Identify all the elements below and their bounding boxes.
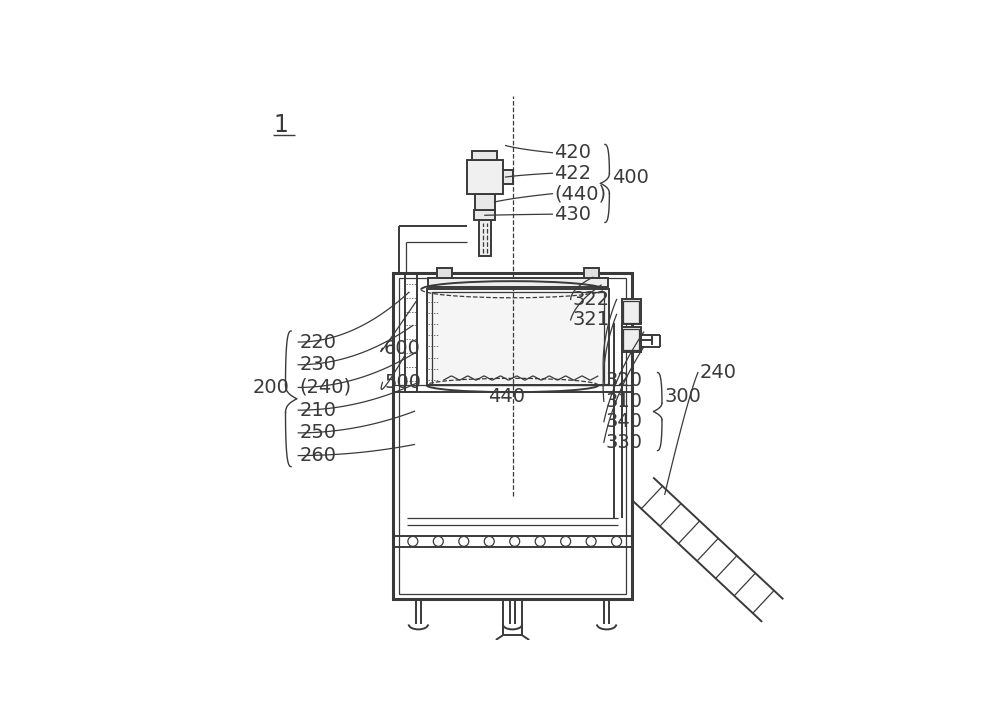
Text: 400: 400 bbox=[612, 168, 649, 187]
Text: (440): (440) bbox=[554, 184, 606, 203]
Text: 260: 260 bbox=[299, 446, 336, 465]
Text: 320: 320 bbox=[606, 371, 643, 390]
Text: 500: 500 bbox=[384, 373, 421, 392]
Text: 330: 330 bbox=[606, 433, 643, 452]
Bar bbox=[623, 329, 639, 350]
Text: 200: 200 bbox=[252, 378, 289, 397]
Bar bbox=[472, 150, 497, 160]
Text: 250: 250 bbox=[299, 423, 336, 442]
Text: 240: 240 bbox=[700, 363, 737, 382]
Text: 430: 430 bbox=[554, 205, 591, 224]
Bar bbox=[584, 268, 599, 278]
Text: 210: 210 bbox=[299, 400, 336, 420]
Text: 440: 440 bbox=[488, 387, 525, 406]
Text: 422: 422 bbox=[554, 164, 591, 183]
Bar bbox=[428, 278, 608, 288]
Bar bbox=[503, 600, 522, 636]
Text: 300: 300 bbox=[665, 387, 702, 406]
Text: 322: 322 bbox=[572, 290, 609, 309]
Bar bbox=[467, 160, 503, 193]
Bar bbox=[503, 170, 513, 184]
Bar bbox=[432, 292, 604, 385]
Bar bbox=[623, 301, 639, 323]
Text: 220: 220 bbox=[299, 333, 336, 352]
Text: 340: 340 bbox=[606, 412, 643, 431]
Text: 310: 310 bbox=[606, 392, 643, 411]
Text: 1: 1 bbox=[273, 113, 288, 137]
Bar bbox=[479, 220, 491, 256]
Bar bbox=[399, 278, 626, 594]
Bar bbox=[474, 210, 495, 220]
Text: 321: 321 bbox=[572, 311, 609, 329]
Text: 600: 600 bbox=[384, 339, 421, 357]
Bar bbox=[622, 327, 641, 352]
Bar bbox=[427, 290, 609, 385]
Text: 420: 420 bbox=[554, 143, 591, 162]
Bar bbox=[475, 193, 495, 210]
Bar bbox=[622, 299, 641, 324]
Bar bbox=[393, 273, 632, 600]
Bar bbox=[437, 268, 452, 278]
Text: (240): (240) bbox=[299, 378, 351, 397]
Text: 230: 230 bbox=[299, 355, 336, 375]
